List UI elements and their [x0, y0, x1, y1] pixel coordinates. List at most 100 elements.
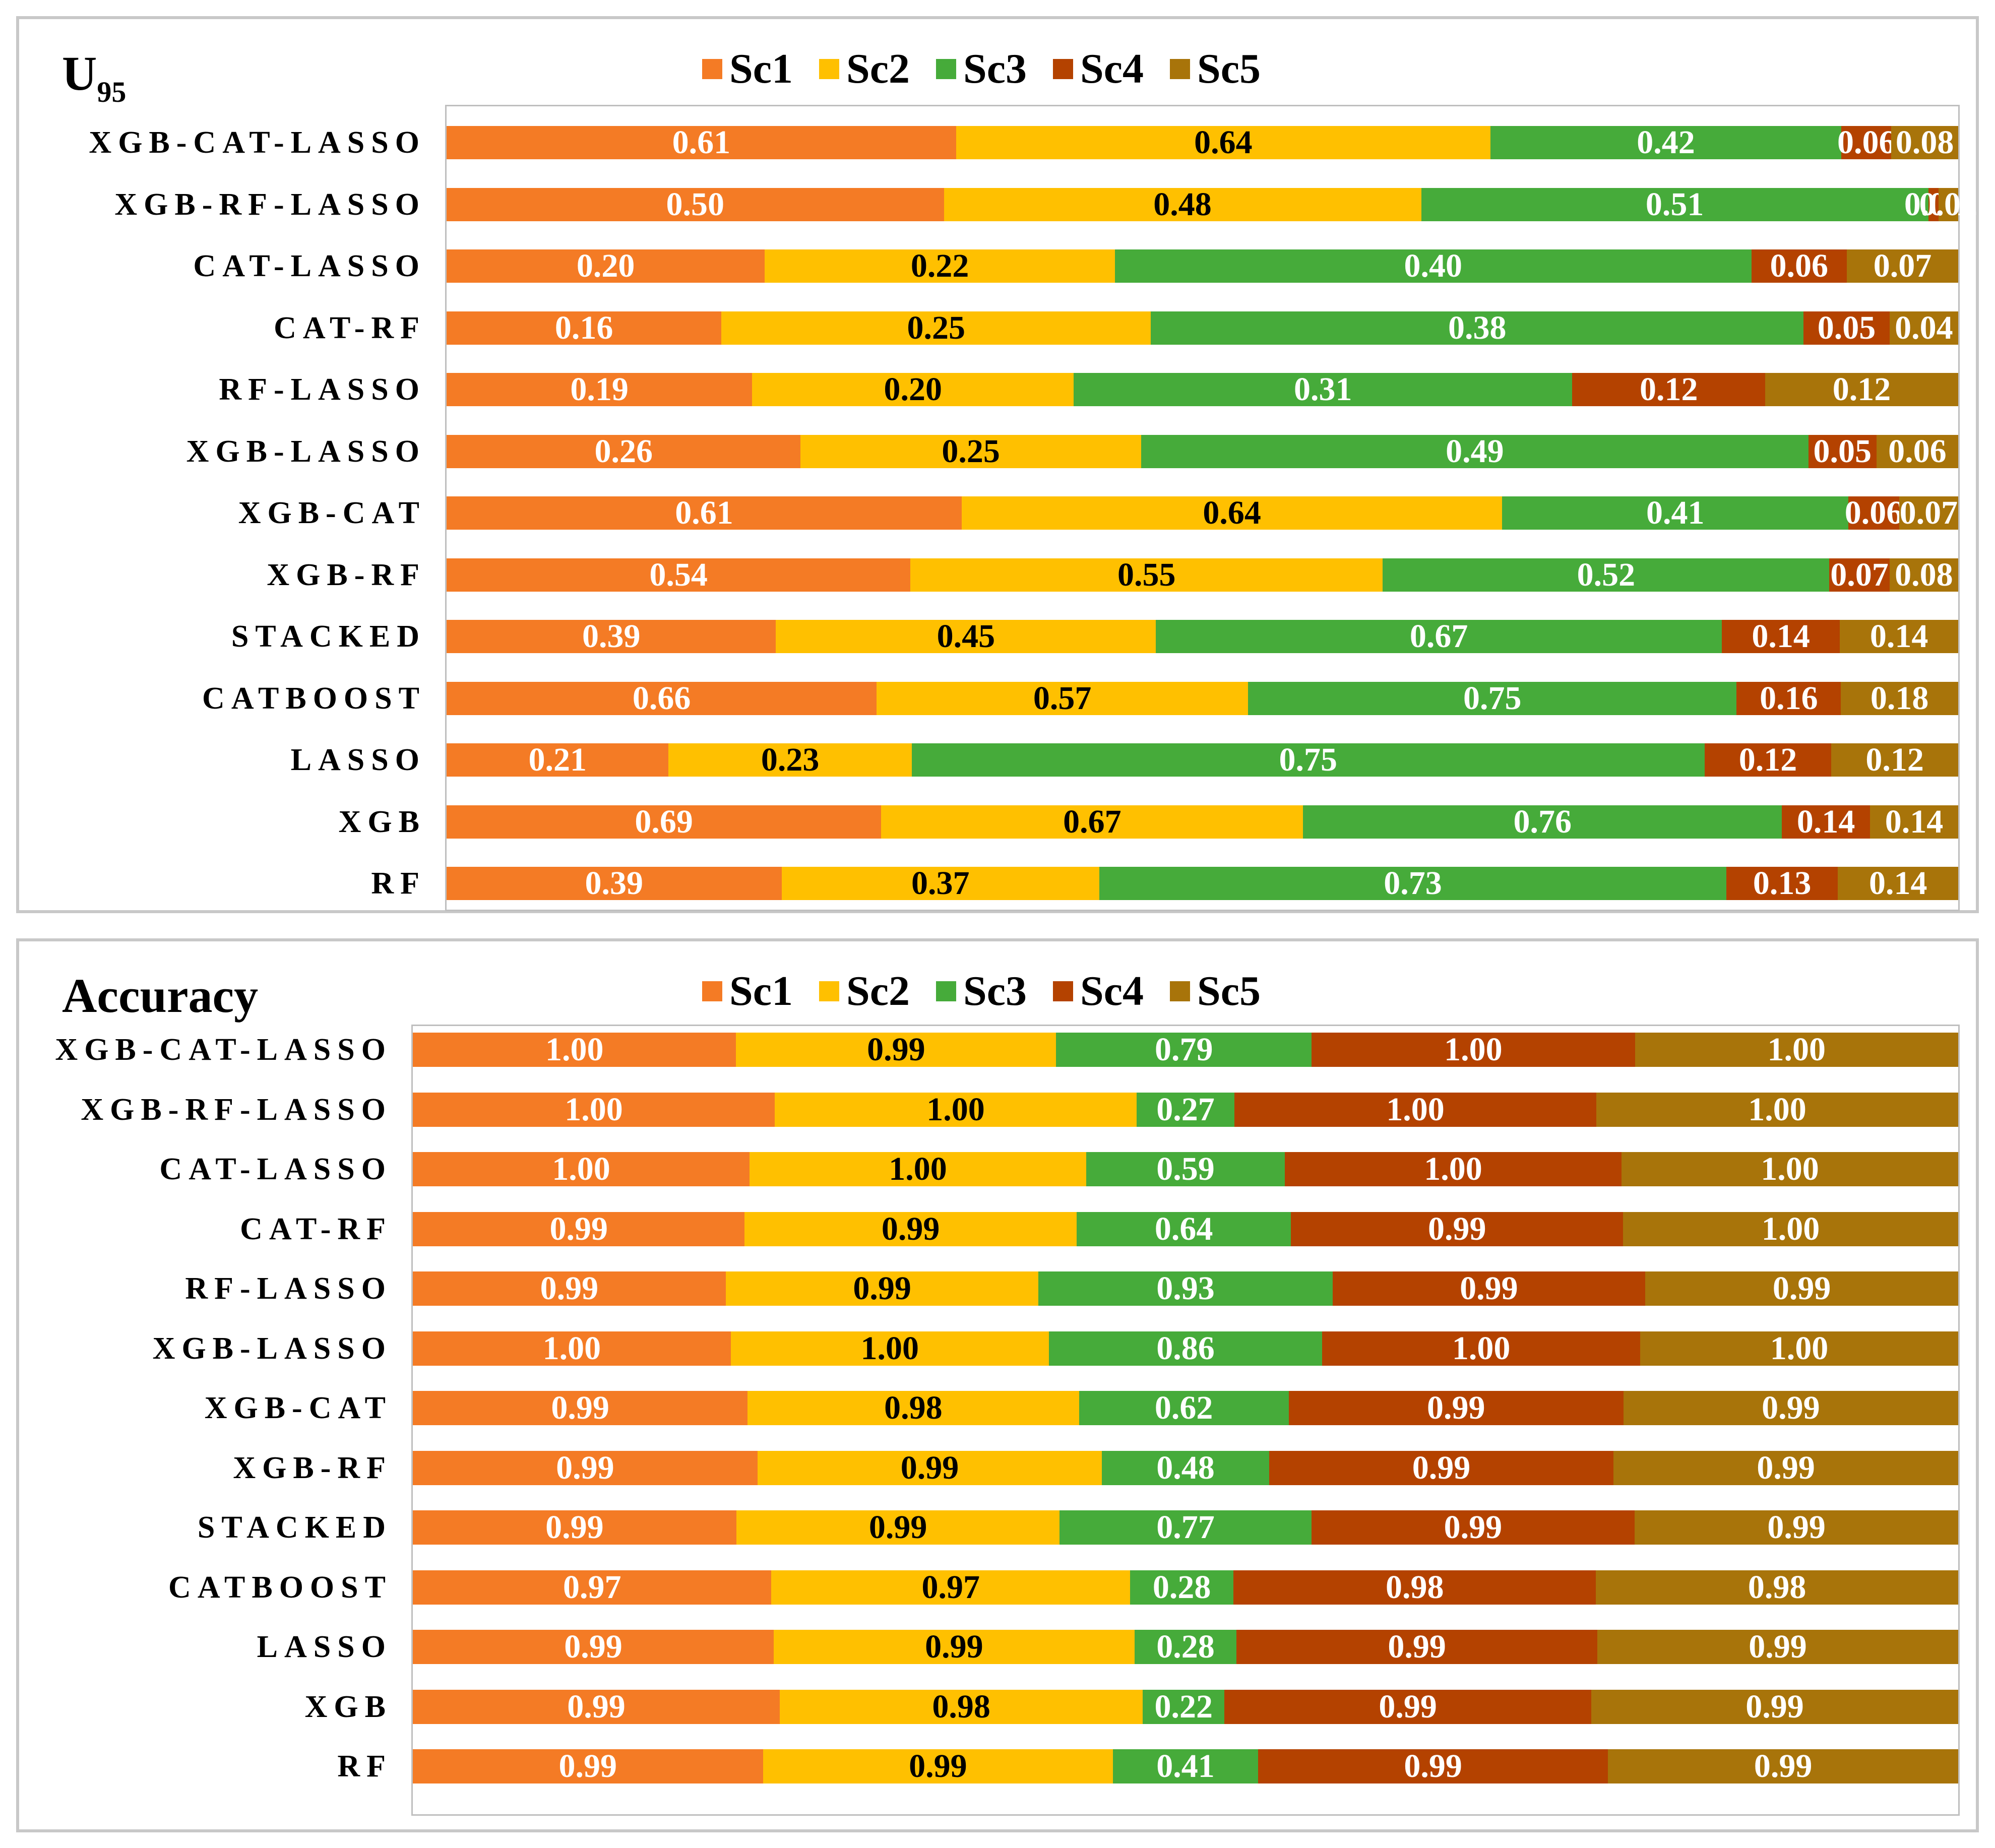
u95-category-label: CATBOOST [202, 681, 426, 716]
u95-bar-segment-sc5: 0.14 [1838, 867, 1958, 900]
u95-bar-segment-sc4: 0.06 [1837, 124, 1896, 161]
accuracy-bar-row: 0.99 0.99 0.93 0.99 0.99 [413, 1271, 1958, 1306]
u95-bar-segment-sc5: 0.08 [1891, 126, 1958, 159]
accuracy-legend-swatch-sc5 [1170, 981, 1190, 1001]
u95-bar-segment-sc4: 0.14 [1782, 805, 1871, 839]
u95-bar-segment-sc2: 0.37 [781, 867, 1100, 900]
accuracy-category-label: RF [337, 1749, 392, 1783]
accuracy-bar-segment-sc3: 0.77 [1059, 1510, 1312, 1545]
accuracy-bar-row: 0.99 0.98 0.22 0.99 0.99 [413, 1689, 1958, 1724]
u95-bar-segment-sc2: 0.22 [765, 249, 1115, 283]
u95-bar-row: 0.54 0.55 0.52 0.07 0.08 [447, 558, 1958, 592]
accuracy-bar-segment-sc2: 0.99 [744, 1212, 1077, 1246]
accuracy-legend-swatch-sc2 [819, 981, 839, 1001]
accuracy-bar-segment-sc1: 0.99 [413, 1212, 745, 1246]
u95-legend-item-sc2: Sc2 [819, 48, 910, 90]
accuracy-bar-segment-sc1: 0.97 [413, 1570, 772, 1605]
u95-bar-segment-sc1: 0.39 [447, 867, 782, 900]
u95-bar-segment-sc1: 0.61 [447, 126, 956, 159]
u95-bar-segment-sc3: 0.38 [1151, 311, 1804, 345]
accuracy-bar-segment-sc5: 0.99 [1597, 1630, 1958, 1664]
accuracy-bar-segment-sc1: 1.00 [413, 1033, 736, 1067]
u95-category-label: XGB-CAT [238, 496, 426, 530]
u95-legend-swatch-sc2 [819, 59, 839, 79]
u95-bar-segment-sc2: 0.55 [910, 558, 1383, 592]
u95-bar-segment-sc1: 0.54 [447, 558, 911, 592]
accuracy-bar-segment-sc5: 0.98 [1596, 1570, 1958, 1605]
u95-bar-segment-sc2: 0.23 [668, 743, 912, 777]
accuracy-bar-segment-sc2: 0.98 [779, 1689, 1143, 1724]
u95-bar-segment-sc2: 0.20 [752, 373, 1074, 406]
u95-bar-segment-sc2: 0.64 [962, 496, 1503, 530]
u95-plot-area [445, 105, 1960, 911]
u95-bar-segment-sc1: 0.50 [447, 187, 944, 221]
accuracy-bar-segment-sc1: 1.00 [413, 1331, 731, 1366]
accuracy-bar-segment-sc2: 1.00 [775, 1092, 1137, 1127]
u95-bar-row: 0.21 0.23 0.75 0.12 0.12 [447, 743, 1958, 777]
u95-bar-row: 0.39 0.37 0.73 0.13 0.14 [447, 867, 1958, 900]
u95-bar-segment-sc2: 0.67 [881, 805, 1303, 839]
u95-bar-row: 0.19 0.20 0.31 0.12 0.12 [447, 373, 1958, 406]
accuracy-bar-segment-sc4: 0.99 [1288, 1391, 1624, 1425]
u95-bar-row: 0.26 0.25 0.49 0.05 0.06 [447, 434, 1958, 468]
u95-bar-segment-sc3: 0.31 [1074, 373, 1573, 406]
u95-legend-item-sc3: Sc3 [936, 48, 1027, 90]
u95-bar-segment-sc5: 0.14 [1870, 805, 1958, 839]
accuracy-bar-segment-sc5: 1.00 [1635, 1033, 1958, 1067]
accuracy-chart-panel: Accuracy Sc1 Sc2 Sc3 Sc4 Sc5 XGB-CAT-LASSO 1.… [16, 938, 1979, 1832]
u95-bar-segment-sc2: 0.45 [776, 620, 1156, 653]
accuracy-bar-segment-sc3: 0.41 [1113, 1749, 1258, 1783]
accuracy-bar-segment-sc3: 0.64 [1076, 1212, 1291, 1246]
u95-bar-segment-sc5: 0.08 [1889, 558, 1958, 592]
u95-category-label: XGB [338, 804, 426, 839]
u95-bar-segment-sc5: 0.14 [1840, 620, 1958, 653]
u95-bar-segment-sc5: 0.07 [1847, 249, 1958, 283]
accuracy-category-label: XGB-LASSO [152, 1331, 392, 1366]
u95-legend-swatch-sc5 [1170, 59, 1190, 79]
accuracy-bar-segment-sc5: 0.99 [1608, 1749, 1958, 1783]
u95-bar-segment-sc3: 0.42 [1490, 126, 1841, 159]
accuracy-bar-segment-sc5: 0.99 [1613, 1450, 1958, 1485]
accuracy-legend-swatch-sc1 [702, 981, 722, 1001]
u95-bar-segment-sc3: 0.40 [1114, 249, 1752, 283]
u95-bar-segment-sc1: 0.16 [447, 311, 722, 345]
accuracy-bar-segment-sc1: 0.99 [413, 1630, 774, 1664]
accuracy-bar-segment-sc4: 0.99 [1291, 1212, 1623, 1246]
accuracy-category-label: XGB-CAT-LASSO [55, 1033, 392, 1067]
u95-chart-title: U95 [62, 45, 126, 108]
accuracy-bar-segment-sc2: 0.99 [736, 1510, 1060, 1545]
u95-category-label: XGB-LASSO [186, 434, 426, 469]
accuracy-category-label: XGB-CAT [204, 1391, 392, 1425]
accuracy-bar-row: 0.99 0.99 0.28 0.99 0.99 [413, 1630, 1958, 1664]
u95-bar-row: 0.16 0.25 0.38 0.05 0.04 [447, 311, 1958, 345]
u95-bar-segment-sc3: 0.75 [1248, 681, 1737, 715]
accuracy-bar-segment-sc4: 1.00 [1322, 1331, 1641, 1366]
accuracy-bar-row: 0.99 0.99 0.41 0.99 0.99 [413, 1749, 1958, 1783]
u95-category-label: XGB-RF-LASSO [114, 187, 426, 222]
u95-bar-segment-sc2: 0.48 [944, 187, 1421, 221]
accuracy-bar-segment-sc5: 1.00 [1622, 1152, 1958, 1186]
accuracy-bar-row: 0.99 0.99 0.64 0.99 1.00 [413, 1212, 1958, 1246]
accuracy-bar-segment-sc1: 1.00 [413, 1152, 750, 1186]
u95-category-label: XGB-RF [267, 557, 426, 592]
accuracy-bar-row: 0.99 0.98 0.62 0.99 0.99 [413, 1391, 1958, 1425]
accuracy-bar-segment-sc2: 0.99 [773, 1630, 1135, 1664]
u95-bar-segment-sc4: 0.05 [1808, 434, 1877, 468]
accuracy-bar-segment-sc2: 1.00 [730, 1331, 1049, 1366]
u95-bar-segment-sc3: 0.73 [1099, 867, 1726, 900]
accuracy-legend-label-sc3: Sc3 [963, 968, 1027, 1014]
u95-legend-swatch-sc4 [1053, 59, 1073, 79]
accuracy-bar-segment-sc2: 0.99 [736, 1033, 1056, 1067]
accuracy-bar-row: 1.00 0.99 0.79 1.00 1.00 [413, 1033, 1958, 1067]
u95-bar-segment-sc5: 0.06 [1876, 434, 1958, 468]
accuracy-bar-segment-sc2: 1.00 [749, 1152, 1086, 1186]
u95-category-label: CAT-RF [274, 310, 426, 345]
accuracy-legend-item-sc4: Sc4 [1053, 970, 1144, 1012]
accuracy-bar-segment-sc5: 0.99 [1645, 1271, 1958, 1306]
accuracy-legend-label-sc2: Sc2 [846, 968, 910, 1014]
accuracy-bar-segment-sc3: 0.79 [1056, 1033, 1312, 1067]
u95-category-label: RF [371, 866, 426, 901]
u95-legend-label-sc4: Sc4 [1080, 45, 1144, 92]
u95-bar-segment-sc3: 0.76 [1303, 805, 1782, 839]
u95-bar-segment-sc3: 0.75 [911, 743, 1705, 777]
